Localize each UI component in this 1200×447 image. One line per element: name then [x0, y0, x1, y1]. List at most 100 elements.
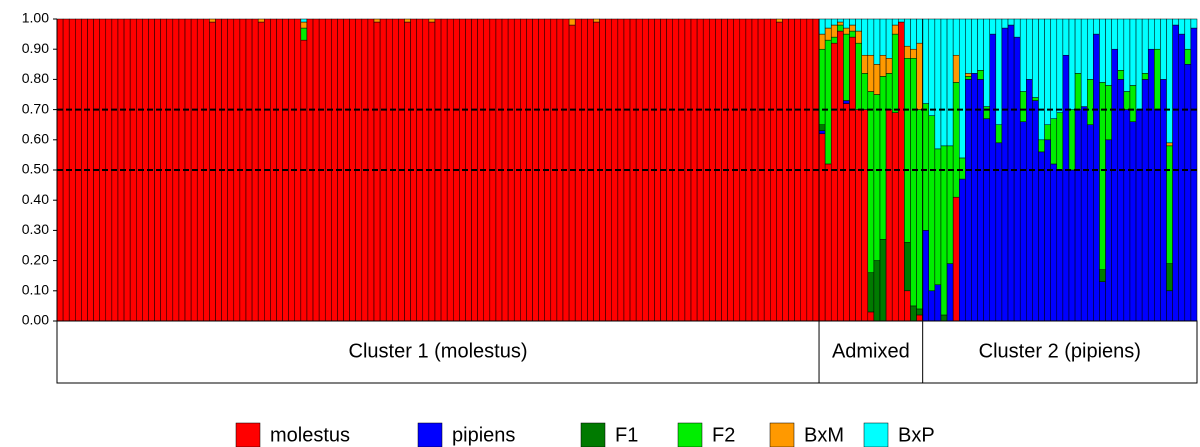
bar-segment — [1038, 139, 1045, 153]
bar-segment — [879, 18, 887, 56]
bar-segment — [257, 21, 265, 322]
group-box — [56, 320, 1198, 384]
bar-segment — [1087, 124, 1094, 322]
bar-segment — [946, 263, 954, 322]
bar-segment — [1166, 142, 1173, 147]
bar-segment — [818, 130, 826, 135]
legend-label: F2 — [712, 424, 735, 446]
bar-segment — [1001, 18, 1009, 29]
bar-segment — [1117, 18, 1125, 71]
bar-segment — [958, 157, 966, 180]
bar-segment — [1032, 100, 1039, 322]
bar-segment — [300, 18, 308, 23]
bar-segment — [1172, 24, 1179, 322]
bar-segment — [983, 106, 990, 119]
bar-segment — [1154, 48, 1161, 110]
bar-segment — [1184, 18, 1192, 50]
bar-segment — [1129, 121, 1137, 322]
bar-segment — [1166, 18, 1173, 144]
bar-segment — [891, 33, 899, 113]
bar-segment — [861, 18, 869, 56]
bar-segment — [952, 18, 960, 56]
bar-segment — [904, 242, 911, 292]
y-tick-label: 1.00 — [22, 10, 49, 26]
bar-segment — [1111, 48, 1118, 322]
bar-segment — [1105, 18, 1112, 86]
bar-segment — [1117, 79, 1125, 322]
bar-segment — [952, 196, 960, 322]
bar-segment — [1013, 18, 1021, 38]
bar-segment — [1056, 169, 1064, 322]
bar-segment — [1172, 18, 1179, 26]
bar-segment — [776, 18, 783, 23]
bar-segment — [983, 18, 990, 107]
bar-segment — [922, 230, 930, 322]
bar-segment — [1050, 163, 1058, 322]
bar-segment — [1141, 79, 1149, 322]
bar-segment — [879, 54, 887, 77]
bar-segment — [1026, 18, 1033, 80]
bar-segment — [1178, 33, 1186, 322]
bar-segment — [1087, 18, 1094, 80]
bar-segment — [300, 39, 308, 322]
bar-segment — [977, 79, 984, 322]
bar-segment — [867, 54, 875, 92]
bar-segment — [843, 103, 850, 322]
bar-segment — [1105, 139, 1112, 322]
bar-segment — [593, 21, 600, 322]
bar-segment — [1099, 269, 1106, 282]
bar-segment — [910, 58, 917, 307]
bar-segment — [885, 58, 893, 74]
bar-segment — [965, 79, 972, 322]
bar-segment — [995, 124, 1003, 144]
bar-segment — [1074, 73, 1082, 110]
bar-segment — [843, 100, 850, 104]
bar-segment — [965, 73, 972, 77]
bar-segment — [867, 18, 875, 56]
bar-segment — [1099, 18, 1106, 83]
legend-swatch — [580, 422, 606, 447]
bar-segment — [922, 103, 930, 231]
y-tick-label: 0.30 — [22, 221, 49, 237]
bar-segment — [824, 27, 832, 41]
bar-segment — [1160, 18, 1167, 80]
bar-segment — [861, 73, 869, 110]
bar-segment — [855, 109, 862, 322]
bar-segment — [824, 39, 832, 165]
legend-swatch — [235, 422, 261, 447]
bar-segment — [1019, 121, 1027, 322]
bar-segment — [1129, 85, 1137, 122]
bar-segment — [404, 18, 411, 23]
bar-segment — [1062, 54, 1070, 322]
y-tick-label: 0.90 — [22, 40, 49, 56]
bar-segment — [904, 58, 911, 243]
bar-segment — [922, 18, 930, 104]
bar-segment — [1044, 124, 1051, 141]
bar-segment — [1184, 64, 1192, 322]
bar-segment — [916, 42, 923, 110]
bar-segment — [946, 145, 954, 264]
group-label: Cluster 2 (pipiens) — [979, 340, 1141, 362]
y-tick-label: 0.40 — [22, 191, 49, 207]
bar-segment — [1178, 18, 1186, 35]
bar-segment — [1123, 18, 1131, 92]
bar-segment — [1050, 118, 1058, 165]
bar-segment — [873, 260, 881, 322]
bar-segment — [404, 21, 411, 322]
bar-segment — [1105, 85, 1112, 141]
bar-segment — [1166, 145, 1173, 264]
bar-segment — [855, 18, 862, 32]
bar-segment — [1013, 36, 1021, 322]
y-tick-label: 0.70 — [22, 100, 49, 116]
bar-segment — [1032, 18, 1039, 98]
bar-segment — [910, 18, 917, 50]
bar-segment — [209, 18, 216, 23]
bar-segment — [1038, 18, 1045, 141]
bar-segment — [1099, 281, 1106, 322]
bar-segment — [977, 70, 984, 80]
bar-segment — [952, 82, 960, 198]
bar-segment — [1056, 18, 1064, 113]
bar-segment — [373, 21, 381, 322]
bar-segment — [1147, 48, 1155, 322]
bar-segment — [1050, 18, 1058, 119]
